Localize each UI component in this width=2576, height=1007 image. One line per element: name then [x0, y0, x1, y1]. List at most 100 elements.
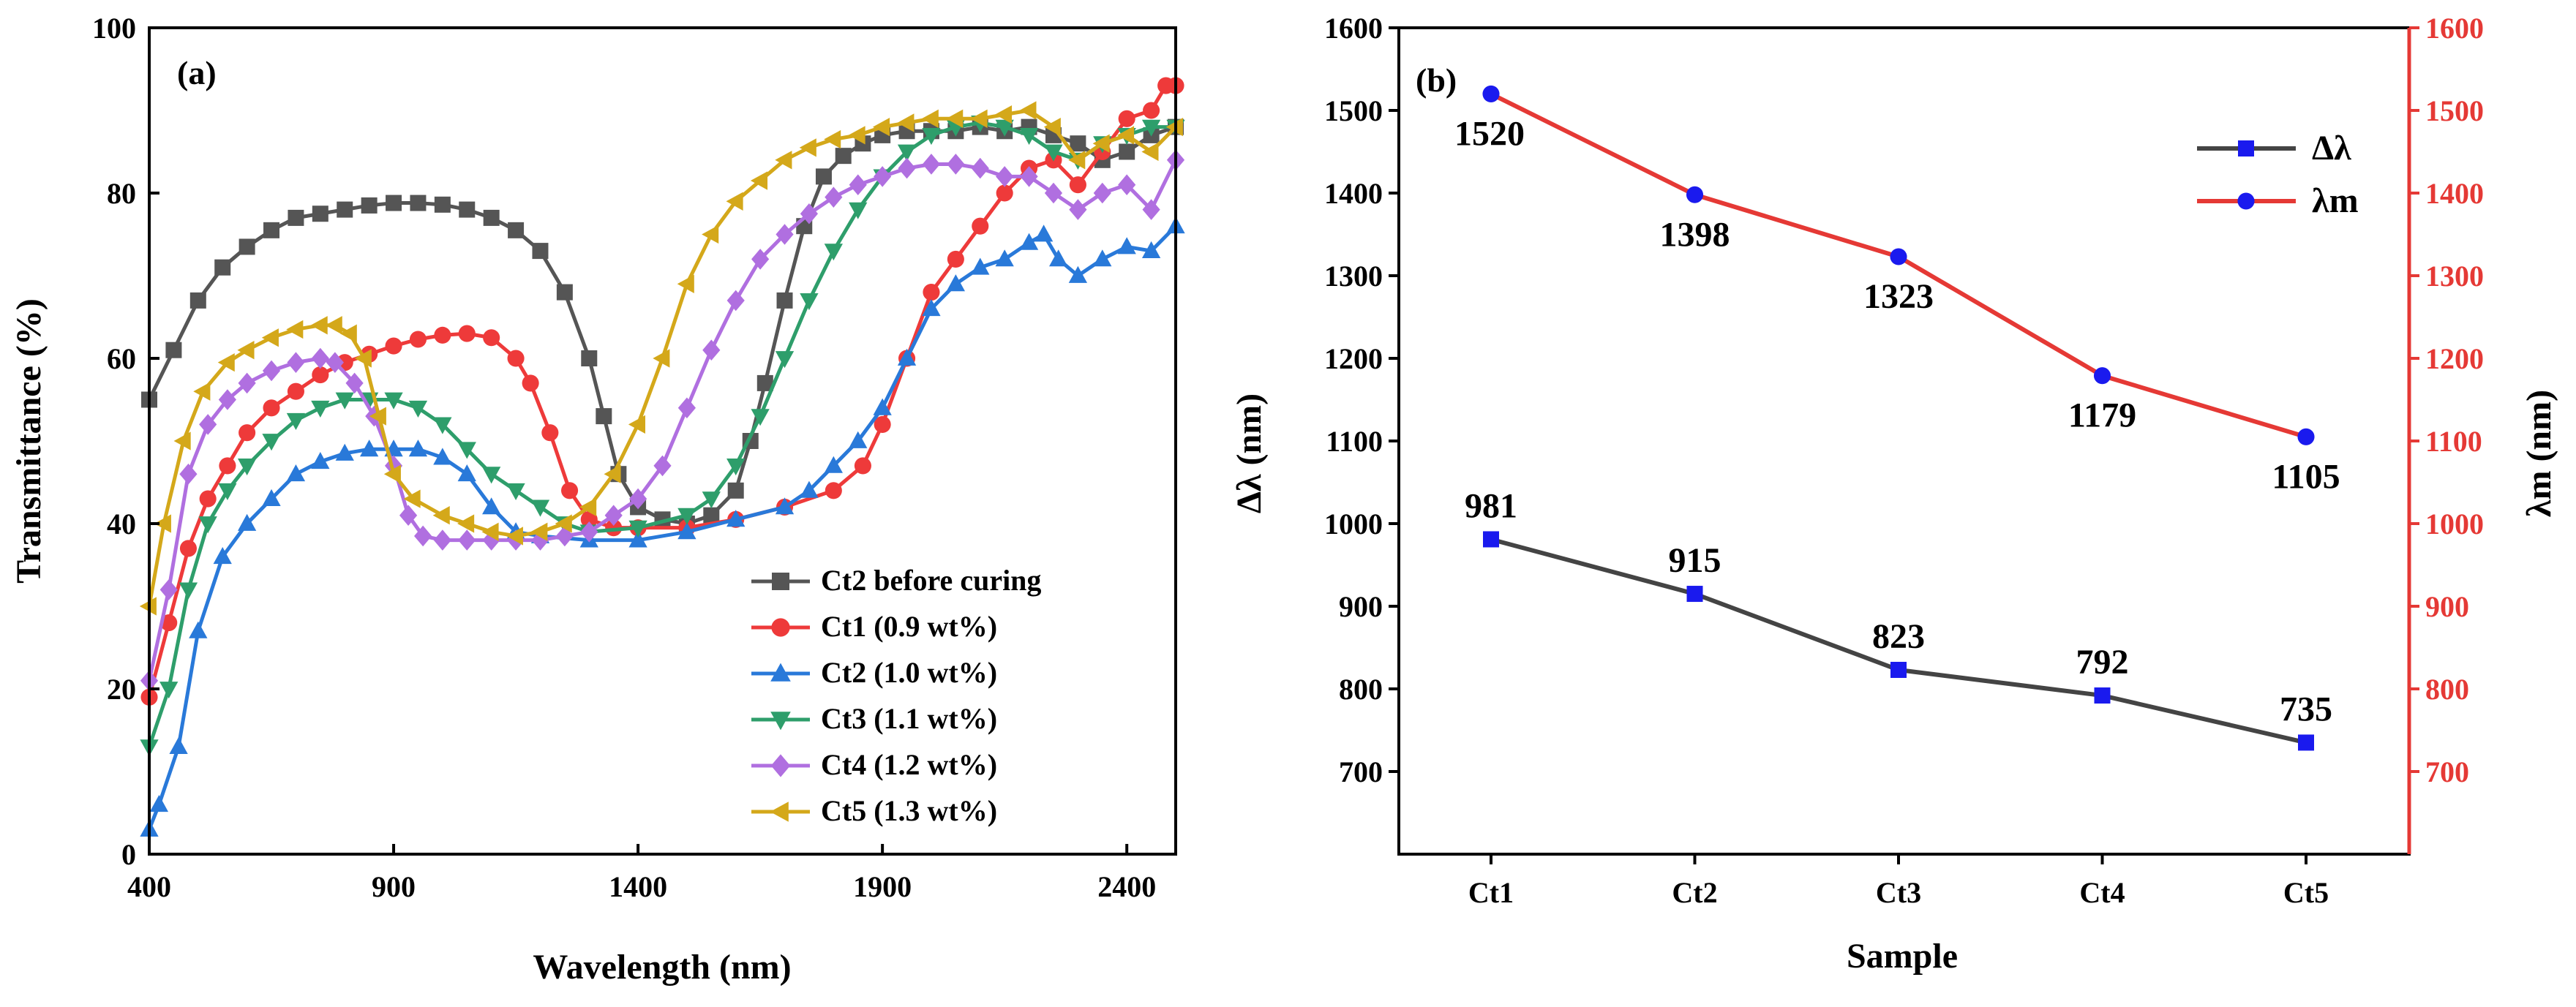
- panel-b-legend: Δλ λm: [2197, 129, 2359, 220]
- data-point: [325, 316, 342, 335]
- data-label: 792: [2076, 643, 2129, 682]
- legend-marker: [2237, 192, 2255, 210]
- data-point: [359, 440, 379, 457]
- data-point: [1118, 110, 1135, 127]
- data-point: [262, 489, 281, 506]
- data-point: [815, 168, 832, 185]
- data-point: [385, 337, 402, 355]
- y-tick-label: 100: [92, 12, 136, 45]
- data-point: [433, 448, 452, 465]
- data-point: [628, 520, 647, 538]
- panel-a-series: [139, 77, 1185, 837]
- data-point: [482, 467, 501, 484]
- data-point: [825, 186, 843, 208]
- data-point: [1092, 134, 1110, 153]
- x-tick-label: Ct3: [1876, 876, 1921, 909]
- data-point: [339, 324, 357, 343]
- data-point: [433, 529, 451, 551]
- data-point: [972, 217, 989, 235]
- data-point: [193, 382, 211, 401]
- data-point: [726, 290, 745, 312]
- y-tick-label: 700: [1339, 755, 1383, 788]
- data-point: [872, 117, 890, 137]
- data-point: [995, 249, 1014, 267]
- y2-tick-label: 1200: [2425, 342, 2484, 375]
- data-point: [2093, 367, 2111, 385]
- data-point: [1019, 101, 1037, 120]
- legend-item-lambda-m: λm: [2197, 181, 2359, 220]
- data-point: [1142, 199, 1160, 220]
- panel-b-label: (b): [1416, 61, 1457, 99]
- panel-b-y-axis-title: Δλ (nm): [1230, 393, 1269, 513]
- data-point: [996, 166, 1014, 187]
- data-label: 1398: [1660, 215, 1730, 254]
- y2-tick-label: 900: [2425, 590, 2469, 623]
- data-point: [369, 407, 386, 426]
- panel-a-x-axis-title: Wavelength (nm): [533, 948, 791, 987]
- x-tick-label: 1400: [609, 870, 667, 903]
- legend-item-ct3: Ct3 (1.1 wt%): [751, 702, 997, 735]
- data-point: [173, 431, 191, 450]
- data-point: [2094, 687, 2111, 704]
- data-point: [237, 341, 255, 360]
- data-point: [458, 529, 476, 551]
- x-tick-label: 900: [372, 870, 416, 903]
- x-tick-label: Ct1: [1468, 876, 1514, 909]
- data-point: [776, 292, 793, 309]
- data-point: [596, 408, 612, 425]
- data-point: [1068, 151, 1086, 170]
- legend-swatch-ct4: [751, 754, 810, 777]
- y-tick-label: 1500: [1324, 94, 1383, 127]
- y2-tick-label: 1600: [2425, 12, 2484, 45]
- series-lambda-m: 1520 1398 1323 1179 1105: [1454, 85, 2340, 496]
- x-tick-label: 1900: [853, 870, 912, 903]
- legend-label-ct2: Ct2 (1.0 wt%): [821, 656, 997, 689]
- data-point: [408, 440, 428, 457]
- legend-label-ct3: Ct3 (1.1 wt%): [821, 702, 997, 735]
- data-point: [854, 457, 871, 475]
- legend-marker: [772, 573, 789, 590]
- data-point: [198, 516, 217, 534]
- data-point: [921, 109, 939, 128]
- x-tick-label: 2400: [1097, 870, 1156, 903]
- data-label: 1179: [2068, 396, 2136, 435]
- data-point: [703, 507, 720, 524]
- legend-marker: [770, 712, 791, 731]
- panel-a-y-axis-title: Transmittance (%): [10, 298, 48, 584]
- data-point: [213, 547, 232, 565]
- data-point: [1141, 119, 1161, 137]
- data-point: [727, 482, 744, 499]
- data-point: [1093, 182, 1111, 204]
- data-point: [457, 464, 476, 482]
- x-tick-label: Ct4: [2079, 876, 2125, 909]
- data-point: [1034, 225, 1054, 242]
- data-point: [403, 489, 421, 508]
- data-point: [677, 508, 696, 525]
- data-label: 915: [1669, 541, 1721, 580]
- data-point: [946, 274, 966, 292]
- y2-tick-label: 1400: [2425, 177, 2484, 210]
- data-point: [1043, 117, 1061, 137]
- x-tick-label: Ct2: [1672, 876, 1717, 909]
- data-point: [824, 456, 843, 473]
- data-point: [483, 329, 500, 347]
- legend-label-ct5: Ct5 (1.3 wt%): [821, 794, 997, 827]
- data-point: [310, 316, 328, 335]
- data-point: [541, 424, 559, 442]
- data-point: [897, 348, 917, 366]
- data-point: [579, 497, 597, 517]
- series-line: [147, 159, 1178, 682]
- data-point: [726, 192, 743, 211]
- data-point: [311, 452, 330, 469]
- panel-a-plot-frame: [148, 26, 1177, 856]
- data-label: 981: [1465, 486, 1517, 525]
- data-point: [702, 339, 721, 361]
- data-point: [628, 415, 645, 434]
- data-point: [825, 482, 842, 499]
- data-point: [530, 522, 548, 541]
- data-point: [149, 795, 169, 812]
- data-point: [354, 349, 372, 368]
- data-point: [971, 257, 990, 275]
- data-point: [160, 614, 178, 632]
- data-point: [947, 250, 964, 268]
